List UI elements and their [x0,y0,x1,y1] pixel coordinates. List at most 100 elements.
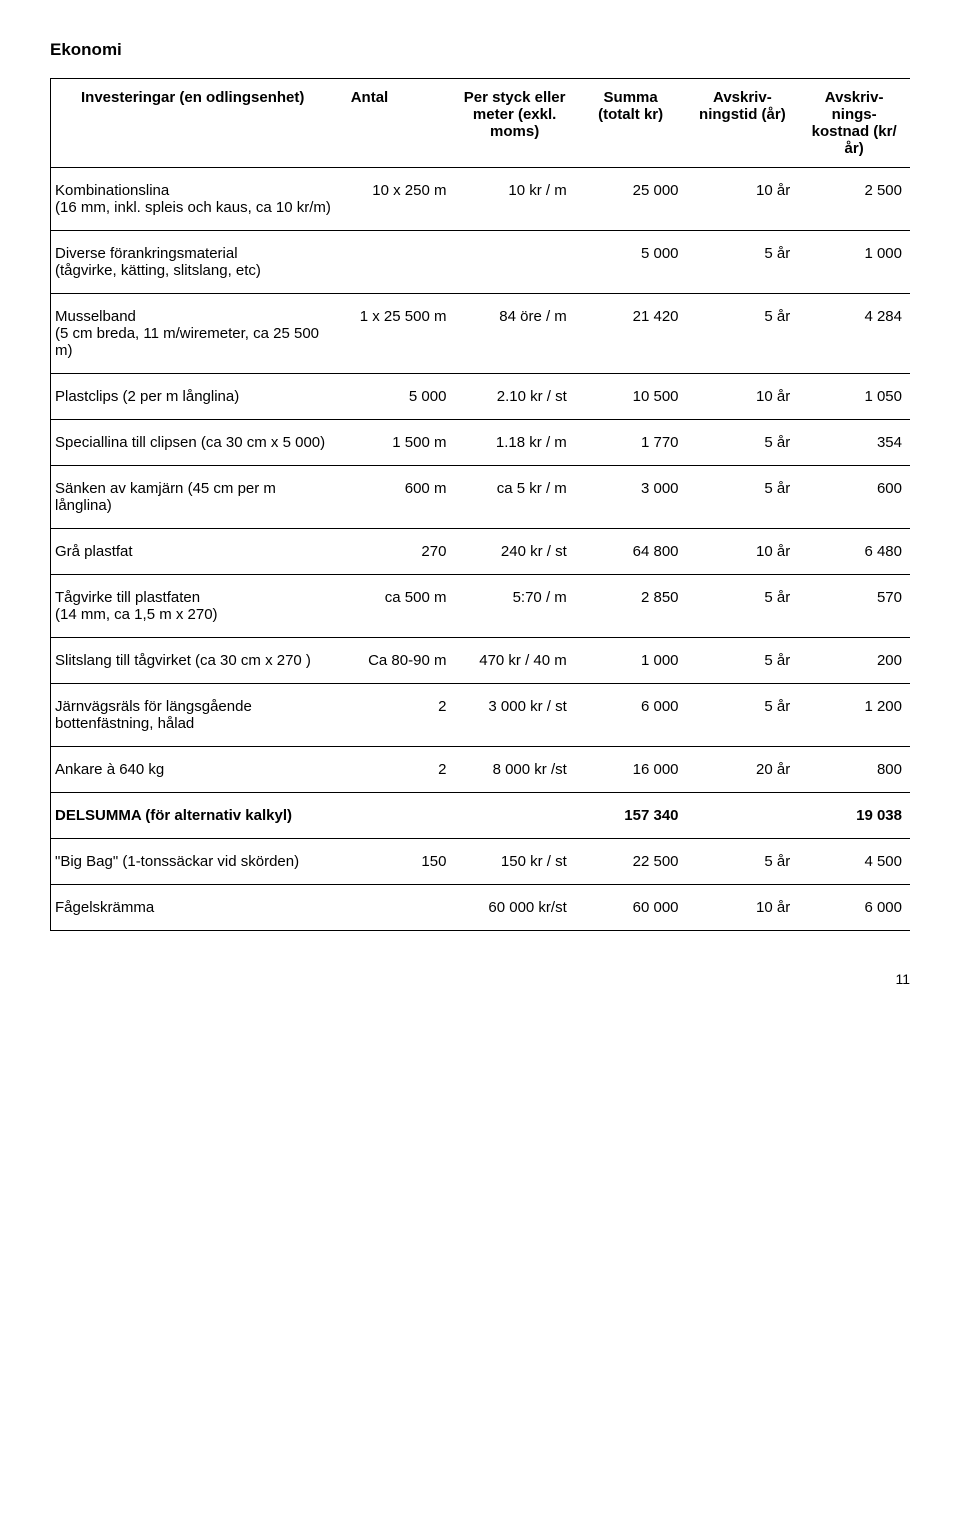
table-row: "Big Bag" (1-tonssäckar vid skörden)1501… [51,839,911,885]
cell-per: 5:70 / m [454,575,574,638]
cell-per: ca 5 kr / m [454,466,574,529]
cell-antal: 10 x 250 m [343,168,455,231]
cell-antal: 150 [343,839,455,885]
cell-avs: 800 [798,747,910,793]
cell-desc: Slitslang till tågvirket (ca 30 cm x 270… [51,638,343,684]
cell-avs: 1 200 [798,684,910,747]
cell-tid: 5 år [687,294,799,374]
table-row: Plastclips (2 per m långlina)5 0002.10 k… [51,374,911,420]
cell-tid: 10 år [687,885,799,931]
header-antal: Antal [343,79,455,168]
cell-per: 10 kr / m [454,168,574,231]
cell-sum: 5 000 [575,231,687,294]
cell-antal: 600 m [343,466,455,529]
cell-per: 470 kr / 40 m [454,638,574,684]
cell-sum: 21 420 [575,294,687,374]
cell-tid: 5 år [687,231,799,294]
cell-antal [343,885,455,931]
investment-table: Investeringar (en odlingsenhet) Antal Pe… [50,78,910,931]
cell-tid: 5 år [687,575,799,638]
cell-antal: 5 000 [343,374,455,420]
subtotal-avs: 19 038 [798,793,910,839]
subtotal-sum: 157 340 [575,793,687,839]
cell-per: 240 kr / st [454,529,574,575]
table-row: Järnvägsräls för längsgående bottenfästn… [51,684,911,747]
table-row: Speciallina till clipsen (ca 30 cm x 5 0… [51,420,911,466]
table-row: Musselband (5 cm breda, 11 m/wiremeter, … [51,294,911,374]
cell-sum: 64 800 [575,529,687,575]
table-row: Slitslang till tågvirket (ca 30 cm x 270… [51,638,911,684]
table-row: Sänken av kamjärn (45 cm per m långlina)… [51,466,911,529]
cell-avs: 200 [798,638,910,684]
doc-title: Ekonomi [50,40,910,60]
cell-avs: 570 [798,575,910,638]
cell-sum: 6 000 [575,684,687,747]
cell-avs: 1 050 [798,374,910,420]
cell-per: 2.10 kr / st [454,374,574,420]
cell-tid: 10 år [687,374,799,420]
cell-per [454,231,574,294]
cell-sum: 3 000 [575,466,687,529]
cell-sum: 1 770 [575,420,687,466]
cell-desc: Musselband (5 cm breda, 11 m/wiremeter, … [51,294,343,374]
cell-desc: Speciallina till clipsen (ca 30 cm x 5 0… [51,420,343,466]
subtotal-row: DELSUMMA (för alternativ kalkyl) 157 340… [51,793,911,839]
cell-tid: 10 år [687,529,799,575]
cell-desc: Diverse förankringsmaterial (tågvirke, k… [51,231,343,294]
cell-antal: 2 [343,684,455,747]
cell-per: 84 öre / m [454,294,574,374]
cell-sum: 22 500 [575,839,687,885]
cell-antal: ca 500 m [343,575,455,638]
cell-per: 3 000 kr / st [454,684,574,747]
cell-avs: 2 500 [798,168,910,231]
cell-tid: 5 år [687,684,799,747]
header-sum: Summa (totalt kr) [575,79,687,168]
cell-antal: Ca 80-90 m [343,638,455,684]
cell-per: 150 kr / st [454,839,574,885]
cell-tid: 5 år [687,839,799,885]
cell-tid: 10 år [687,168,799,231]
cell-sum: 16 000 [575,747,687,793]
cell-desc: "Big Bag" (1-tonssäckar vid skörden) [51,839,343,885]
header-desc: Investeringar (en odlingsenhet) [51,79,343,168]
table-row: Kombinationslina (16 mm, inkl. spleis oc… [51,168,911,231]
cell-sum: 10 500 [575,374,687,420]
cell-avs: 4 284 [798,294,910,374]
cell-avs: 4 500 [798,839,910,885]
cell-avs: 600 [798,466,910,529]
cell-desc: Järnvägsräls för längsgående bottenfästn… [51,684,343,747]
cell-sum: 1 000 [575,638,687,684]
cell-tid: 5 år [687,638,799,684]
subtotal-label: DELSUMMA (för alternativ kalkyl) [51,793,575,839]
cell-desc: Plastclips (2 per m långlina) [51,374,343,420]
cell-sum: 60 000 [575,885,687,931]
cell-desc: Kombinationslina (16 mm, inkl. spleis oc… [51,168,343,231]
table-row: Tågvirke till plastfaten (14 mm, ca 1,5 … [51,575,911,638]
cell-antal [343,231,455,294]
cell-sum: 2 850 [575,575,687,638]
cell-antal: 270 [343,529,455,575]
cell-sum: 25 000 [575,168,687,231]
cell-tid: 20 år [687,747,799,793]
cell-avs: 6 000 [798,885,910,931]
cell-tid: 5 år [687,420,799,466]
table-row: Grå plastfat270240 kr / st64 80010 år6 4… [51,529,911,575]
table-row: Fågelskrämma 60 000 kr/st60 00010 år6 000 [51,885,911,931]
cell-avs: 1 000 [798,231,910,294]
header-tid: Avskriv-ningstid (år) [687,79,799,168]
cell-desc: Grå plastfat [51,529,343,575]
cell-antal: 1 500 m [343,420,455,466]
table-row: Ankare à 640 kg28 000 kr /st16 00020 år8… [51,747,911,793]
cell-desc: Fågelskrämma [51,885,343,931]
cell-antal: 1 x 25 500 m [343,294,455,374]
cell-per: 60 000 kr/st [454,885,574,931]
cell-desc: Ankare à 640 kg [51,747,343,793]
cell-tid: 5 år [687,466,799,529]
cell-desc: Sänken av kamjärn (45 cm per m långlina) [51,466,343,529]
cell-avs: 354 [798,420,910,466]
page-number: 11 [50,971,910,987]
cell-per: 8 000 kr /st [454,747,574,793]
table-header-row: Investeringar (en odlingsenhet) Antal Pe… [51,79,911,168]
header-avs: Avskriv-nings-kostnad (kr/år) [798,79,910,168]
cell-antal: 2 [343,747,455,793]
